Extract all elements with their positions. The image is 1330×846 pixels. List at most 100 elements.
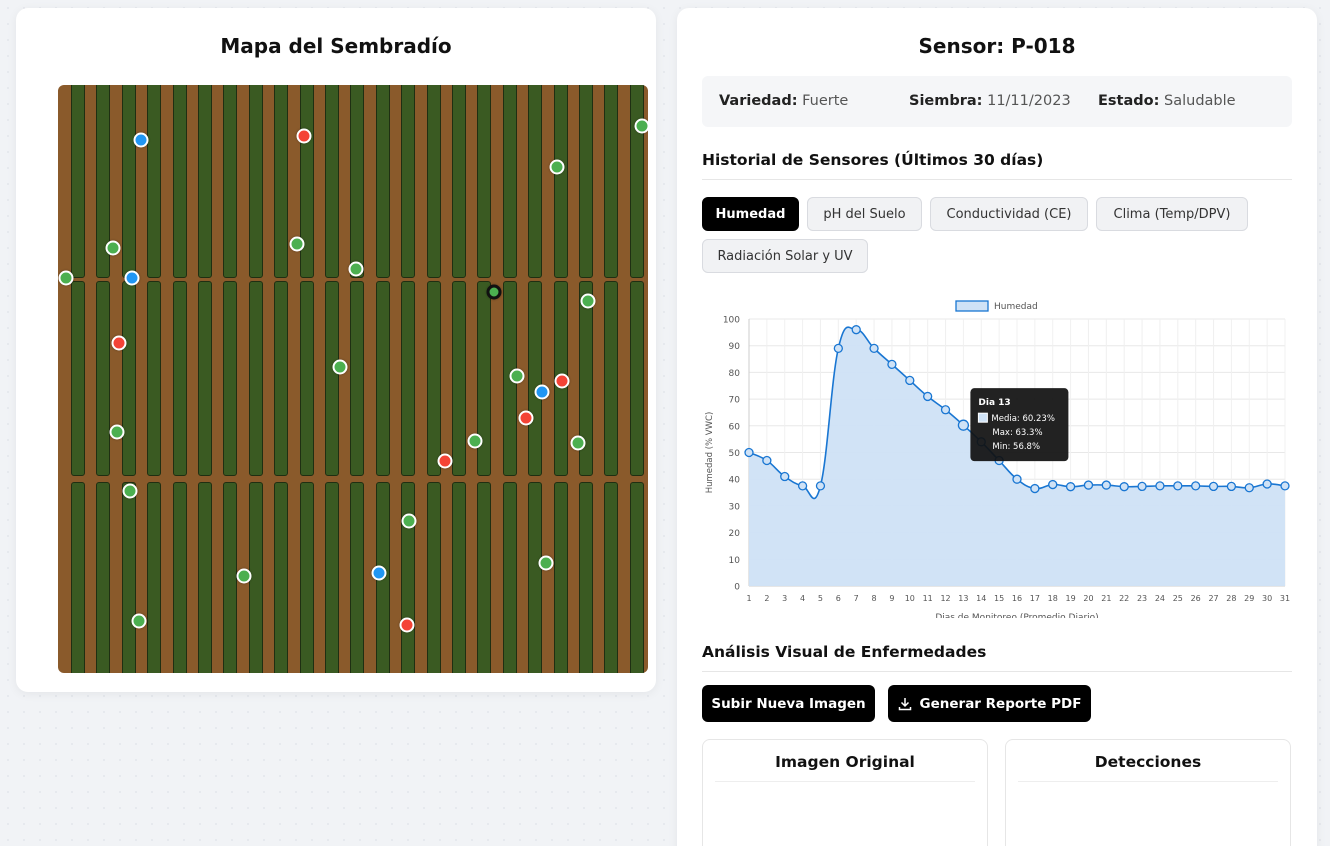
planting-bed — [198, 281, 212, 476]
x-tick-label: 17 — [1030, 594, 1040, 603]
plant-marker[interactable] — [570, 435, 586, 451]
planting-bed — [96, 281, 111, 476]
plant-marker[interactable] — [289, 236, 305, 252]
planting-bed — [401, 85, 416, 278]
plant-marker[interactable] — [554, 373, 570, 389]
planting-bed — [248, 281, 263, 476]
y-axis-title: Humedad (% VWC) — [705, 412, 715, 494]
planting-bed — [452, 85, 466, 278]
data-point — [940, 405, 951, 415]
plant-marker[interactable] — [109, 424, 125, 440]
plant-marker[interactable] — [518, 410, 534, 426]
plant-marker[interactable] — [111, 335, 127, 351]
planting-bed — [350, 85, 365, 278]
tooltip-line: Media: 60.23% — [991, 414, 1055, 424]
planting-bed — [502, 85, 517, 278]
plant-marker[interactable] — [371, 565, 387, 581]
plant-marker[interactable] — [399, 617, 415, 633]
upload-image-button[interactable]: Subir Nueva Imagen — [702, 685, 875, 722]
planting-bed — [147, 281, 162, 476]
planting-bed — [223, 85, 238, 278]
plant-marker[interactable] — [580, 293, 596, 309]
y-tick-label: 0 — [734, 583, 740, 593]
x-tick-label: 4 — [800, 594, 805, 603]
data-point — [1262, 479, 1272, 489]
planting-bed — [452, 281, 466, 476]
planting-bed — [71, 85, 85, 278]
generate-report-button[interactable]: Generar Reporte PDF — [888, 685, 1091, 722]
planting-bed — [172, 482, 187, 673]
tab-humedad[interactable]: Humedad — [702, 197, 799, 231]
plant-marker[interactable] — [332, 359, 348, 375]
plant-marker[interactable] — [236, 568, 252, 584]
data-point — [851, 325, 861, 335]
data-point — [1137, 481, 1147, 492]
y-tick-label: 70 — [729, 396, 741, 406]
x-tick-label: 10 — [905, 594, 915, 603]
plant-marker[interactable] — [437, 453, 453, 469]
y-tick-label: 50 — [729, 449, 741, 459]
planting-bed — [477, 85, 492, 278]
planting-bed — [553, 482, 568, 673]
plant-marker[interactable] — [133, 132, 149, 148]
tooltip-title: Dia 13 — [978, 398, 1010, 408]
planting-bed — [121, 85, 136, 278]
tab-conductividad[interactable]: Conductividad (CE) — [930, 197, 1088, 231]
plant-marker[interactable] — [538, 555, 554, 571]
detections-title: Detecciones — [1018, 753, 1278, 782]
plant-marker-selected[interactable] — [486, 284, 502, 300]
tooltip-swatch — [977, 412, 988, 423]
plant-marker[interactable] — [401, 513, 417, 529]
tab-radiacion[interactable]: Radiación Solar y UV — [702, 239, 868, 273]
series-area-humedad — [749, 327, 1285, 586]
planting-bed — [350, 281, 365, 476]
y-tick-label: 90 — [729, 342, 741, 352]
x-tick-label: 13 — [958, 594, 968, 603]
plant-marker[interactable] — [348, 261, 364, 277]
planting-bed — [325, 85, 339, 278]
data-point — [1030, 483, 1040, 494]
planting-bed — [604, 482, 619, 673]
plant-marker[interactable] — [124, 270, 140, 286]
plant-marker[interactable] — [534, 384, 550, 400]
x-tick-label: 19 — [1066, 594, 1076, 603]
data-point — [1048, 479, 1058, 490]
x-tick-label: 7 — [854, 594, 859, 603]
upload-image-label: Subir Nueva Imagen — [711, 695, 866, 712]
field-map[interactable] — [58, 85, 648, 673]
data-point — [1065, 482, 1076, 492]
planting-bed — [629, 482, 644, 673]
data-point — [1244, 483, 1254, 493]
planting-bed — [528, 85, 543, 278]
status-value: Saludable — [1164, 93, 1236, 109]
planting-bed — [401, 482, 416, 673]
x-tick-label: 29 — [1244, 594, 1254, 603]
data-point — [744, 447, 754, 458]
x-tick-label: 31 — [1280, 594, 1290, 603]
plant-marker[interactable] — [509, 368, 525, 384]
planting-bed — [223, 482, 238, 673]
planting-bed — [528, 482, 543, 673]
plant-marker[interactable] — [296, 128, 312, 144]
x-tick-label: 2 — [764, 594, 769, 603]
plant-marker[interactable] — [634, 118, 648, 134]
planting-bed — [604, 85, 619, 278]
planting-bed — [426, 281, 441, 476]
map-title: Mapa del Sembradío — [220, 34, 452, 58]
data-point — [1208, 481, 1219, 492]
tab-clima[interactable]: Clima (Temp/DPV) — [1096, 197, 1248, 231]
sowing-label: Siembra: — [909, 93, 983, 109]
plant-marker[interactable] — [58, 270, 74, 286]
plant-marker[interactable] — [549, 159, 565, 175]
planting-bed — [274, 281, 289, 476]
x-axis-title: Dias de Monitoreo (Promedio Diario) — [935, 613, 1098, 618]
original-image-panel: Imagen Original — [702, 739, 988, 846]
tab-ph-suelo[interactable]: pH del Suelo — [807, 197, 922, 231]
plant-marker[interactable] — [122, 483, 138, 499]
plant-marker[interactable] — [131, 613, 147, 629]
plant-marker[interactable] — [467, 433, 483, 449]
plant-marker[interactable] — [105, 240, 121, 256]
humidity-chart[interactable]: 0 10 20 30 40 50 60 70 80 90 100 1 2 3 4 5 6 7 8 9 10 11 12 13 1… — [702, 288, 1302, 623]
planting-bed — [198, 482, 212, 673]
